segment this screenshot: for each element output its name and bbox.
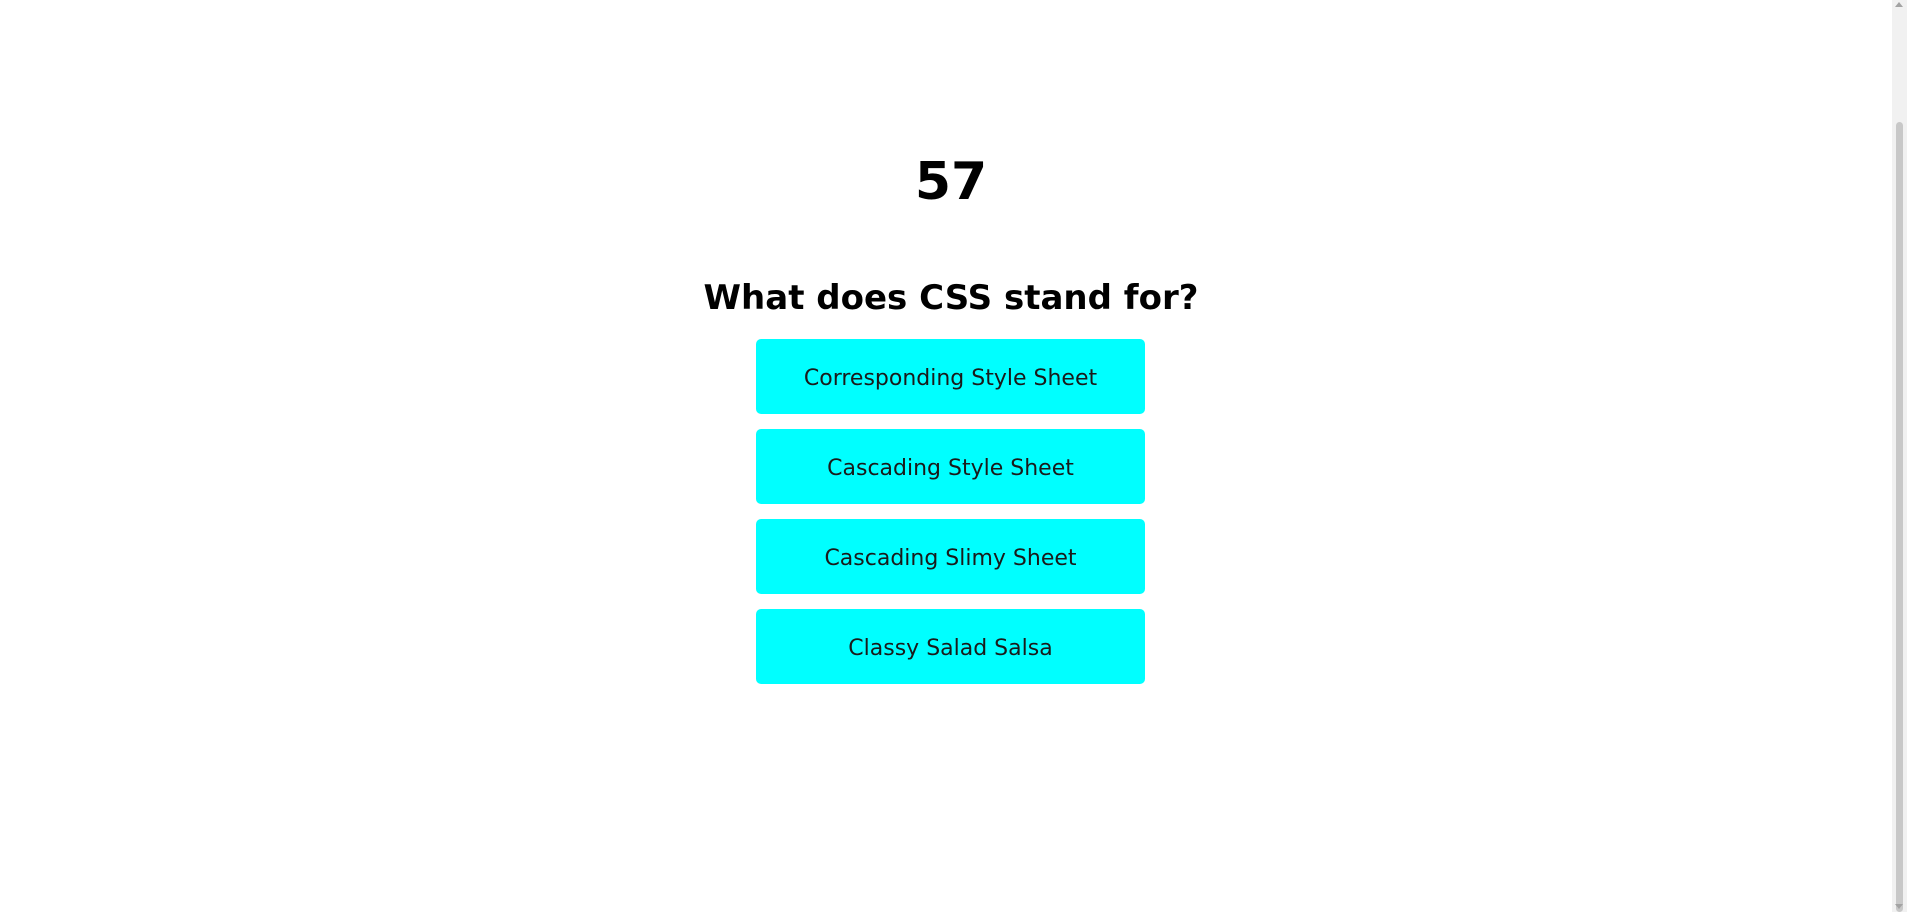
answer-list: Corresponding Style Sheet Cascading Styl… bbox=[756, 339, 1145, 699]
question-text: What does CSS stand for? bbox=[703, 278, 1199, 318]
scroll-up-arrow-icon[interactable] bbox=[1895, 2, 1903, 7]
answer-button-3[interactable]: Cascading Slimy Sheet bbox=[756, 519, 1145, 594]
answer-button-1[interactable]: Corresponding Style Sheet bbox=[756, 339, 1145, 414]
countdown-timer: 57 bbox=[914, 152, 988, 212]
scrollbar-thumb[interactable] bbox=[1896, 122, 1903, 912]
scroll-down-arrow-icon[interactable] bbox=[1895, 904, 1903, 909]
answer-button-2[interactable]: Cascading Style Sheet bbox=[756, 429, 1145, 504]
answer-button-4[interactable]: Classy Salad Salsa bbox=[756, 609, 1145, 684]
vertical-scrollbar[interactable] bbox=[1892, 0, 1907, 912]
